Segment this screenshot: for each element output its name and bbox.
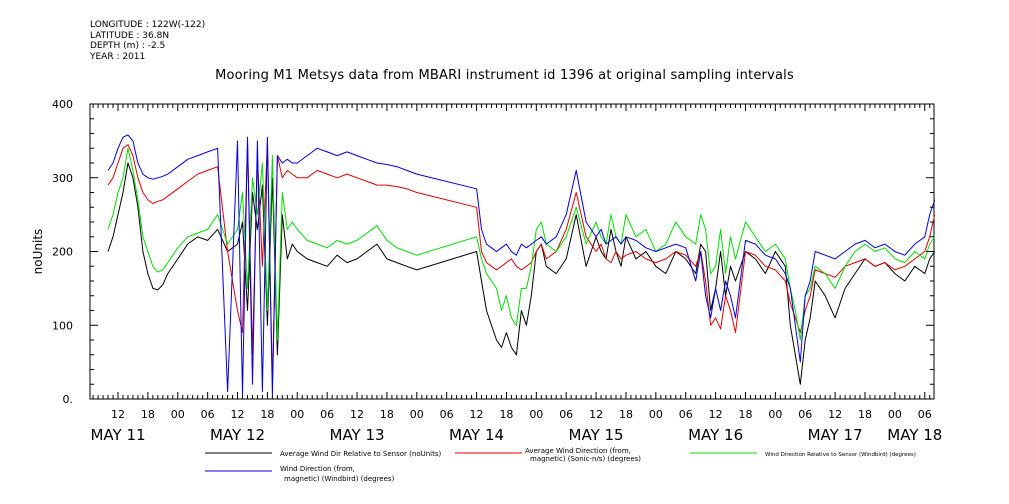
x-date-label: MAY 13 [330, 426, 385, 444]
x-tick-label: 18 [619, 408, 633, 421]
x-tick-label: 06 [320, 408, 334, 421]
y-tick-label: 400 [52, 98, 73, 111]
y-tick-label: 0. [63, 393, 74, 406]
metadata-block: LONGITUDE : 122W(-122) LATITUDE : 36.8N … [90, 20, 205, 62]
x-tick-label: 18 [260, 408, 274, 421]
x-tick-label: 06 [679, 408, 693, 421]
x-date-label: MAY 12 [210, 426, 265, 444]
x-date-label: MAY 16 [688, 426, 743, 444]
series-line-4 [107, 134, 936, 396]
legend-label-wind-direction-magnetic-windbird-line1: Wind Direction (from, [280, 465, 355, 473]
legend-label-wind-direction-magnetic-windbird-line2: magnetic) (Windbird) (degrees) [284, 475, 395, 483]
x-tick-label: 06 [201, 408, 215, 421]
legend-label-average-wind-direction-sonic-line2: magnetic) (Sonic-n/s) (degrees) [530, 455, 641, 463]
y-axis-label: noUnits [31, 229, 45, 275]
x-date-label: MAY 15 [569, 426, 624, 444]
x-date-label: MAY 18 [887, 426, 942, 444]
x-tick-label: 06 [559, 408, 573, 421]
x-tick-label: 06 [440, 408, 454, 421]
x-date-label: MAY 17 [808, 426, 863, 444]
x-date-label: MAY 11 [90, 426, 145, 444]
x-tick-label: 12 [589, 408, 603, 421]
x-tick-label: 18 [499, 408, 513, 421]
legend: Average Wind Dir Relative to Sensor (noU… [205, 447, 916, 483]
legend-label-average-wind-direction-sonic-line1: Average Wind Direction (from, [525, 447, 631, 455]
x-tick-label: 00 [529, 408, 543, 421]
year-label: YEAR : 2011 [90, 51, 146, 62]
axis-layer: 12 18 00 06 12 18 00 06 12 18 00 06 12 18 00 06 12 18 00 06… [31, 98, 942, 444]
legend-label-wind-direction-relative-windbird: Wind Direction Relative to Sensor (Windb… [765, 452, 916, 458]
x-tick-label: 12 [231, 408, 245, 421]
x-tick-label: 12 [828, 408, 842, 421]
x-tick-label: 18 [738, 408, 752, 421]
legend-label-average-wind-dir-relative: Average Wind Dir Relative to Sensor (noU… [280, 450, 441, 458]
y-tick-label: 300 [52, 172, 73, 185]
y-tick-label: 100 [52, 319, 73, 332]
latitude-label: LATITUDE : 36.8N [90, 30, 170, 41]
x-tick-label: 12 [709, 408, 723, 421]
x-tick-label: 18 [858, 408, 872, 421]
x-tick-label: 06 [798, 408, 812, 421]
x-tick-label: 06 [918, 408, 932, 421]
x-tick-label: 18 [380, 408, 394, 421]
x-date-label: MAY 14 [449, 426, 504, 444]
x-tick-label: 12 [350, 408, 364, 421]
chart-title: Mooring M1 Metsys data from MBARI instru… [215, 68, 794, 83]
x-tick-label: 12 [111, 408, 125, 421]
series-line-2 [107, 140, 936, 385]
x-tick-label: 00 [290, 408, 304, 421]
x-tick-label: 00 [171, 408, 185, 421]
longitude-label: LONGITUDE : 122W(-122) [90, 20, 206, 30]
x-tick-label: 00 [410, 408, 424, 421]
x-tick-label: 12 [470, 408, 484, 421]
x-tick-label: 00 [649, 408, 663, 421]
depth-label: DEPTH (m) : -2.5 [90, 41, 166, 51]
x-tick-label: 00 [888, 408, 902, 421]
x-tick-label: 18 [141, 408, 155, 421]
y-tick-label: 200 [52, 246, 73, 259]
x-tick-label: 00 [768, 408, 782, 421]
series-layer [107, 134, 936, 396]
